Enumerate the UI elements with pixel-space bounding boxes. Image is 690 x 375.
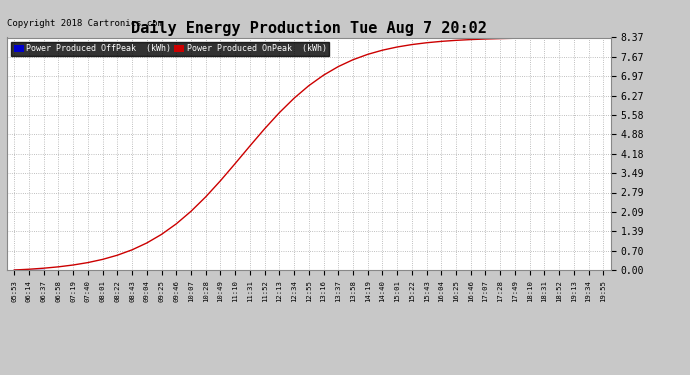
Title: Daily Energy Production Tue Aug 7 20:02: Daily Energy Production Tue Aug 7 20:02 <box>131 20 486 36</box>
Text: Copyright 2018 Cartronics.com: Copyright 2018 Cartronics.com <box>7 19 163 28</box>
Legend: Power Produced OffPeak  (kWh), Power Produced OnPeak  (kWh): Power Produced OffPeak (kWh), Power Prod… <box>11 42 329 56</box>
